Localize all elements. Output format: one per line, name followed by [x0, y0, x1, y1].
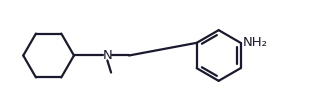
Text: N: N: [102, 49, 112, 62]
Text: NH₂: NH₂: [243, 36, 267, 49]
